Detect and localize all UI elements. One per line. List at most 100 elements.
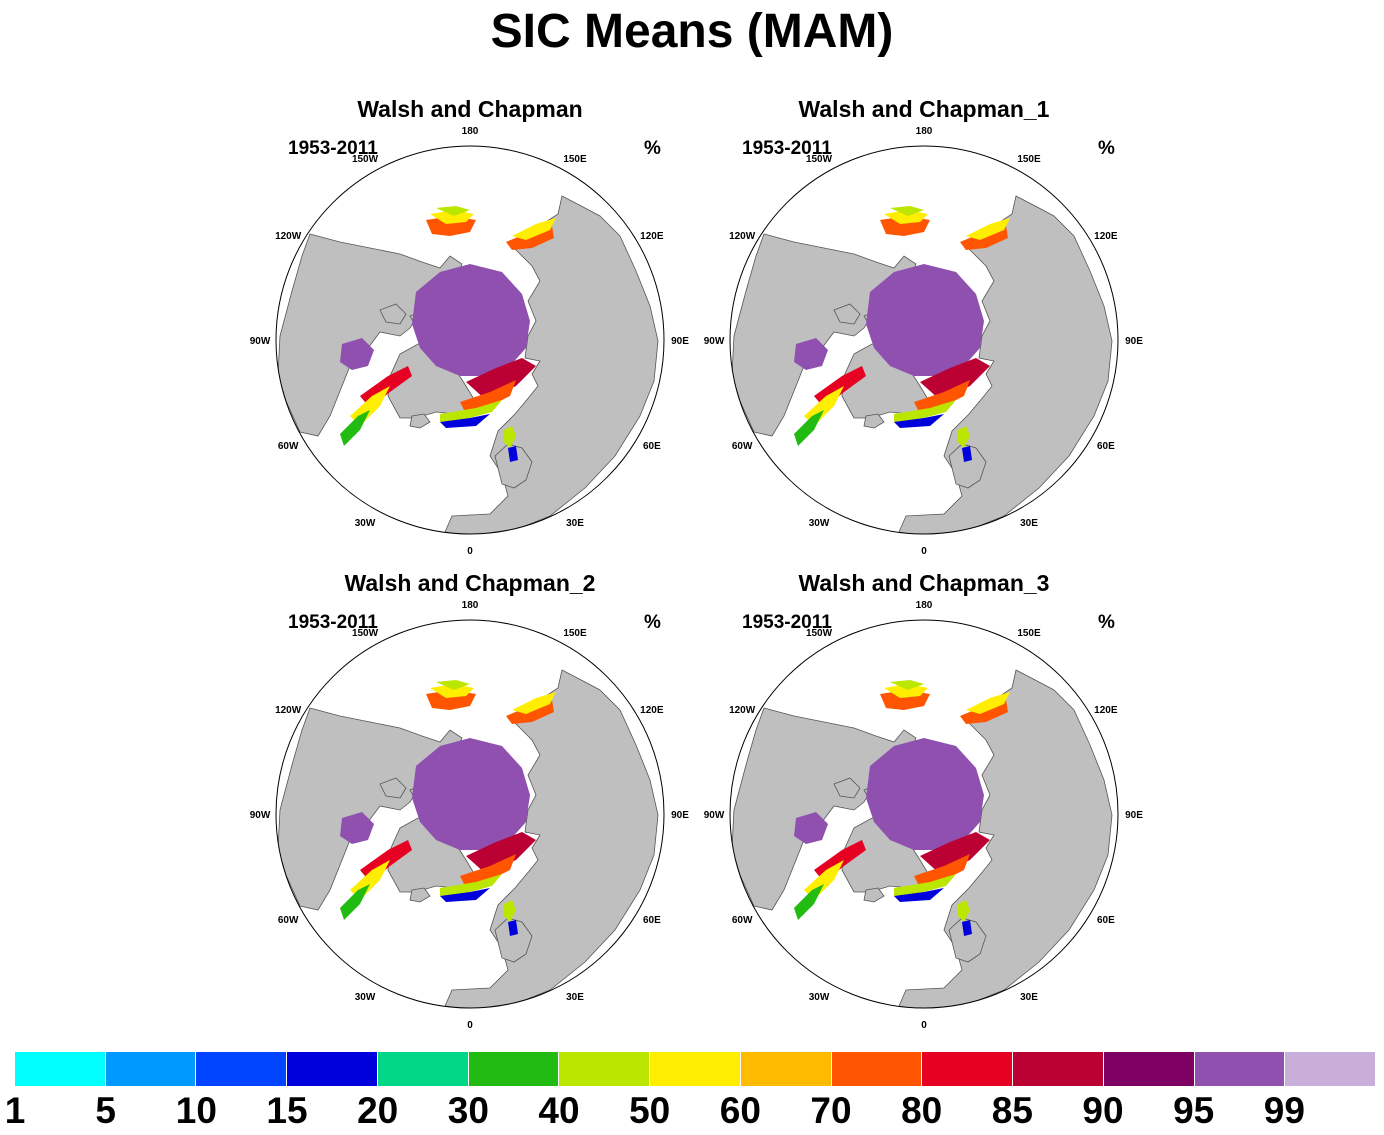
longitude-label: 60E <box>643 441 661 452</box>
sea-ice-region <box>884 684 928 698</box>
colorbar-box <box>105 1052 197 1086</box>
polar-map: 180 150E 120E 90E 60E 30E 0 30W 60W 90W 120W 150W <box>704 600 1144 1030</box>
longitude-label: 30W <box>355 518 376 529</box>
longitude-label: 180 <box>916 600 933 611</box>
map-boundary <box>275 145 665 535</box>
colorbar-label: 40 <box>538 1090 580 1131</box>
panel-years: 1953-2011 <box>742 612 832 633</box>
sea-ice-region <box>430 684 474 698</box>
sea-ice-region <box>866 264 984 376</box>
panel-title: Walsh and Chapman <box>357 96 583 122</box>
map-panel: Walsh and Chapman_1 1953-2011 % 180 150E 1… <box>694 96 1154 556</box>
panel-units: % <box>1098 612 1115 633</box>
sea-ice-region <box>920 358 990 400</box>
colorbar-label: 5 <box>95 1090 116 1131</box>
colorbar-label: 30 <box>447 1090 489 1131</box>
landmass <box>379 303 407 325</box>
panel-title: Walsh and Chapman_2 <box>344 570 596 596</box>
longitude-label: 60W <box>732 441 753 452</box>
longitude-label: 120W <box>729 231 756 242</box>
colorbar-box <box>287 1052 378 1086</box>
sea-ice-region <box>340 338 374 370</box>
sea-ice-region <box>340 410 370 446</box>
colorbar-box <box>468 1052 560 1086</box>
colorbar <box>15 1052 1376 1086</box>
longitude-label: 120W <box>729 705 756 716</box>
sea-ice-region <box>794 338 828 370</box>
sea-ice-region <box>504 426 516 448</box>
sea-ice-region <box>512 692 556 714</box>
longitude-label: 120W <box>275 231 302 242</box>
longitude-label: 30E <box>566 518 584 529</box>
longitude-label: 90W <box>250 336 271 347</box>
longitude-label: 120E <box>640 705 664 716</box>
sea-ice-region <box>440 874 502 896</box>
sea-ice-region <box>460 380 516 414</box>
longitude-label: 90E <box>1125 336 1143 347</box>
sea-ice-region <box>466 832 536 874</box>
landmass <box>863 413 885 429</box>
sea-ice-region <box>440 414 490 428</box>
sea-ice-region <box>966 692 1010 714</box>
sea-ice-region <box>962 446 972 462</box>
polar-map: 180 150E 120E 90E 60E 30E 0 30W 60W 90W 120W 150W <box>704 126 1144 556</box>
longitude-label: 150E <box>563 628 587 639</box>
longitude-label: 150W <box>806 628 833 639</box>
sea-ice-region <box>430 210 474 224</box>
longitude-label: 60E <box>1097 915 1115 926</box>
longitude-label: 30W <box>809 518 830 529</box>
sea-ice-region <box>794 812 828 844</box>
longitude-label: 180 <box>916 126 933 137</box>
sea-ice-region <box>460 854 516 888</box>
longitude-label: 60W <box>278 441 299 452</box>
longitude-label: 180 <box>462 600 479 611</box>
sea-ice-region <box>890 206 924 216</box>
longitude-label: 150E <box>563 154 587 165</box>
panel-title: Walsh and Chapman_3 <box>798 570 1050 596</box>
sea-ice-region <box>794 410 824 446</box>
sea-ice-region <box>890 680 924 690</box>
longitude-label: 30E <box>1020 518 1038 529</box>
sea-ice-region <box>508 446 518 462</box>
colorbar-label: 95 <box>1173 1090 1215 1131</box>
map-boundary <box>729 619 1119 1009</box>
sea-ice-region <box>466 358 536 400</box>
longitude-label: 90W <box>250 810 271 821</box>
map-layer <box>731 669 1113 1008</box>
panel-years: 1953-2011 <box>288 138 378 159</box>
longitude-label: 150E <box>1017 154 1041 165</box>
longitude-label: 150W <box>352 628 379 639</box>
longitude-label: 0 <box>921 1020 927 1030</box>
sea-ice-region <box>914 854 970 888</box>
map-panel: Walsh and Chapman_2 1953-2011 % 180 150E 1… <box>240 570 700 1030</box>
landmass <box>833 777 861 799</box>
longitude-label: 120E <box>1094 231 1118 242</box>
longitude-label: 180 <box>462 126 479 137</box>
sea-ice-region <box>794 884 824 920</box>
longitude-label: 120E <box>640 231 664 242</box>
sea-ice-region <box>412 264 530 376</box>
map-boundary <box>729 145 1119 535</box>
longitude-label: 0 <box>467 546 473 556</box>
sea-ice-region <box>440 888 490 902</box>
colorbar-label: 20 <box>357 1090 399 1131</box>
longitude-label: 120E <box>1094 705 1118 716</box>
sea-ice-region <box>958 900 970 922</box>
longitude-label: 90E <box>1125 810 1143 821</box>
panel-years: 1953-2011 <box>742 138 832 159</box>
colorbar-label: 99 <box>1263 1090 1305 1131</box>
longitude-label: 150W <box>806 154 833 165</box>
colorbar-box <box>15 1052 106 1086</box>
sea-ice-region <box>866 738 984 850</box>
colorbar-box <box>1103 1052 1195 1086</box>
longitude-label: 60W <box>732 915 753 926</box>
map-layer <box>731 195 1113 534</box>
colorbar-label: 1 <box>4 1090 26 1131</box>
sea-ice-region <box>412 738 530 850</box>
colorbar-box <box>1194 1052 1286 1086</box>
longitude-label: 150E <box>1017 628 1041 639</box>
panel-years: 1953-2011 <box>288 612 378 633</box>
longitude-label: 30E <box>1020 992 1038 1003</box>
sea-ice-region <box>894 888 944 902</box>
landmass <box>863 887 885 903</box>
